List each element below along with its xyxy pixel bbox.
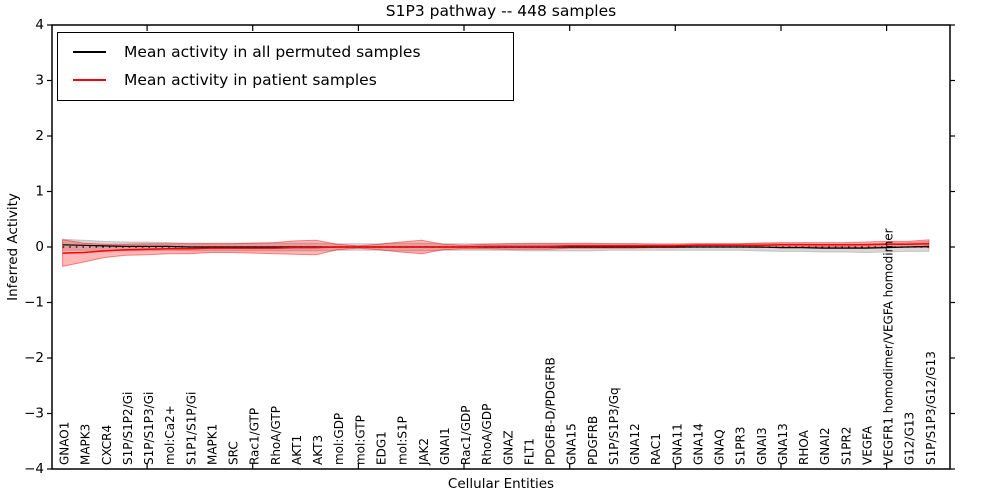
x-axis-label: Cellular Entities (447, 476, 555, 492)
x-category-label: VEGFA (861, 425, 875, 465)
x-category-label: AKT3 (311, 435, 325, 465)
x-category-label: GNA15 (565, 423, 579, 465)
x-category-label: MAPK3 (79, 424, 93, 465)
x-category-label: FLT1 (522, 438, 536, 465)
x-category-label: GNAI1 (438, 427, 452, 465)
x-category-label: PDGFRB (586, 416, 600, 465)
x-category-label: SRC (227, 441, 241, 465)
x-category-label: Rac1/GTP (248, 408, 262, 465)
x-category-label: GNA12 (628, 423, 642, 465)
x-category-label: S1PR2 (839, 427, 853, 465)
y-tick-label: −3 (24, 406, 44, 422)
x-category-label: mol:GTP (353, 415, 367, 465)
x-category-label: GNA13 (776, 423, 790, 465)
x-category-label: AKT1 (290, 435, 304, 465)
x-category-label: GNAO1 (58, 422, 72, 465)
patient-mean-line (62, 242, 929, 254)
x-category-label: mol:Ca2+ (163, 405, 177, 465)
x-category-label: Rac1/GDP (459, 406, 473, 465)
x-category-label: MAPK1 (206, 424, 220, 465)
y-tick-label: −1 (24, 295, 44, 311)
x-category-label: GNA11 (670, 423, 684, 465)
legend-item-permuted: Mean activity in all permuted samples (58, 38, 513, 66)
x-category-label: S1P/S1P3/Gq (607, 387, 621, 465)
x-category-label: G12/G13 (903, 412, 917, 465)
legend: Mean activity in all permuted samples Me… (57, 32, 514, 101)
x-category-label: GNAI2 (818, 427, 832, 465)
patient-std-band (62, 239, 930, 268)
x-category-label: CXCR4 (100, 425, 114, 465)
x-category-label: RHOA (797, 429, 811, 465)
chart-title: S1P3 pathway -- 448 samples (385, 2, 617, 20)
legend-label-patient: Mean activity in patient samples (124, 71, 377, 89)
y-tick-label: 0 (35, 239, 44, 255)
x-category-label: RAC1 (649, 433, 663, 465)
x-category-label: S1P/S1P3/Gi (142, 392, 156, 465)
x-category-label: S1PR3 (734, 427, 748, 465)
x-category-label: RhoA/GDP (480, 404, 494, 465)
x-category-label: VEGFR1 homodimer/VEGFA homodimer (882, 228, 896, 465)
x-category-label: EDG1 (375, 431, 389, 465)
x-category-label: GNA14 (691, 423, 705, 465)
x-category-label: PDGFB-D/PDGFRB (544, 357, 558, 465)
x-category-label: S1P/S1P2/Gi (121, 392, 135, 465)
x-category-label: GNAI3 (755, 427, 769, 465)
y-tick-label: 3 (35, 73, 44, 89)
y-tick-label: 4 (35, 17, 44, 33)
x-category-label: S1P/S1P3/G12/G13 (924, 351, 938, 465)
x-category-label: S1P1/S1P/Gi (184, 392, 198, 465)
permuted-line-swatch (73, 51, 106, 53)
y-tick-label: 2 (35, 128, 44, 144)
x-category-label: mol:GDP (332, 413, 346, 465)
x-category-label: GNAZ (501, 430, 515, 465)
legend-label-permuted: Mean activity in all permuted samples (124, 43, 421, 61)
y-tick-label: −4 (24, 461, 44, 477)
x-category-label: RhoA/GTP (269, 406, 283, 465)
x-category-label: GNAQ (713, 429, 727, 465)
y-tick-label: −2 (24, 350, 44, 366)
x-category-label: mol:S1P (396, 416, 410, 465)
x-category-label: JAK2 (417, 438, 431, 466)
legend-item-patient: Mean activity in patient samples (58, 66, 513, 94)
patient-line-swatch (73, 79, 106, 81)
y-tick-label: 1 (35, 184, 44, 200)
